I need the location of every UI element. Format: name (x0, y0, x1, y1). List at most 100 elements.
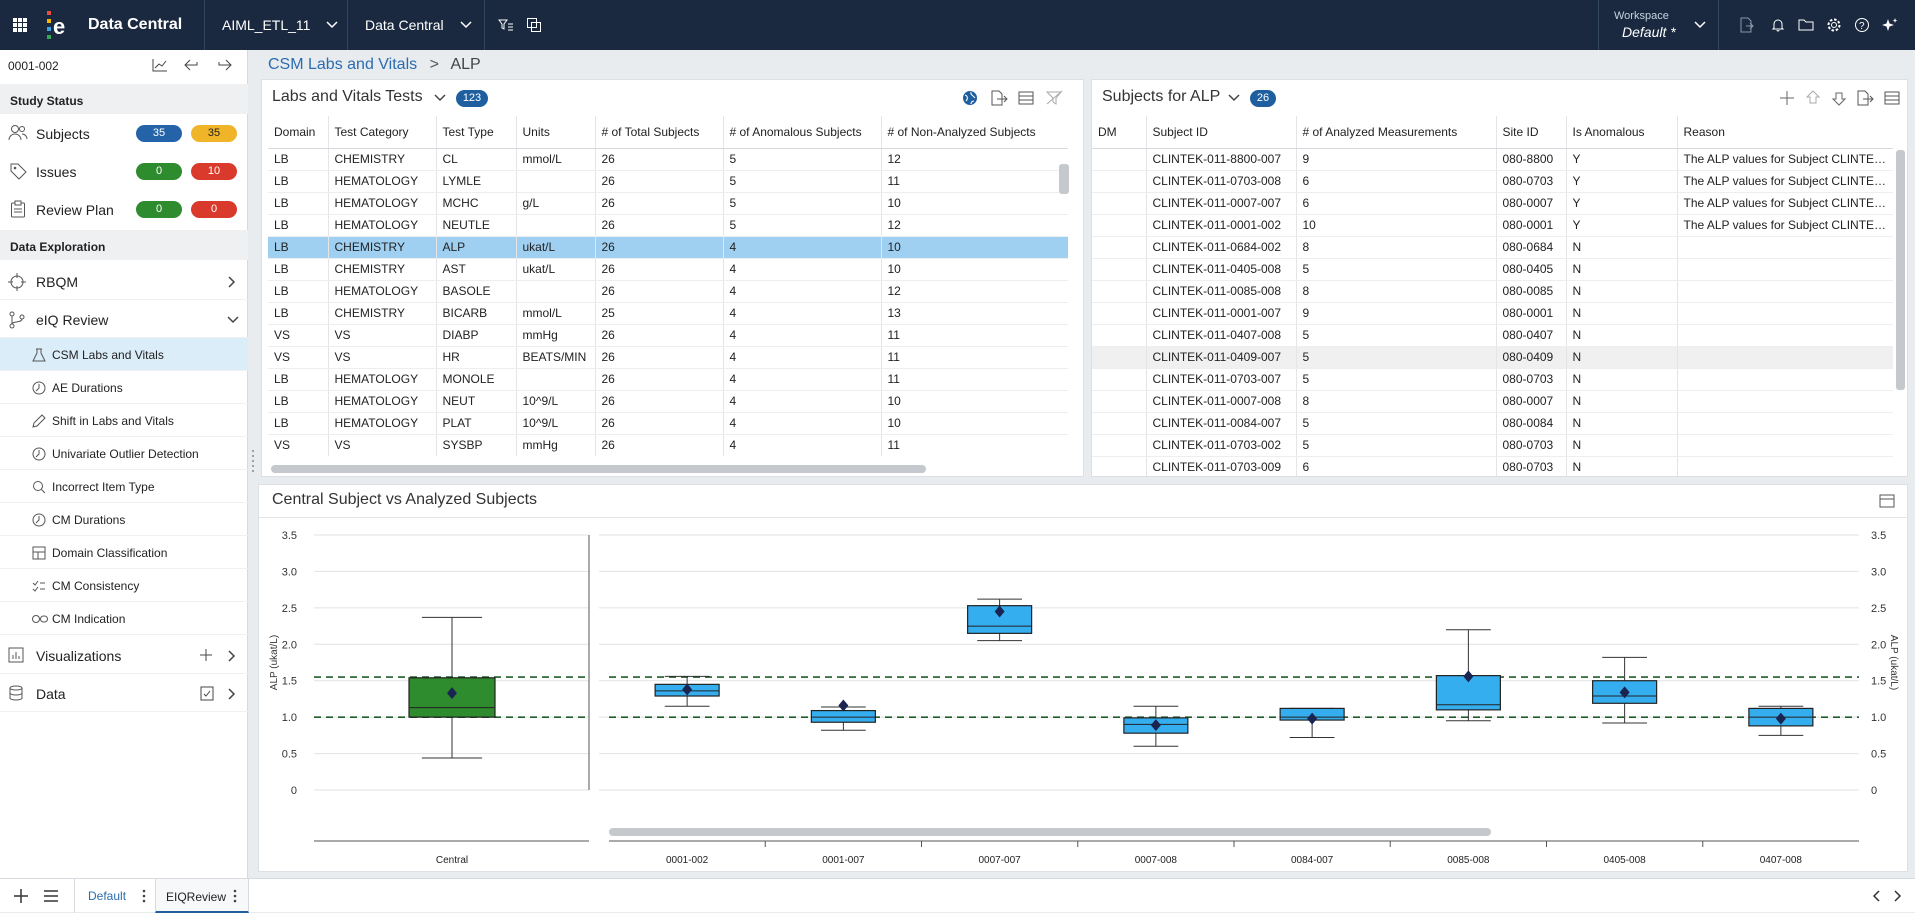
more-vertical-icon[interactable] (233, 889, 237, 903)
trend-chart-icon[interactable] (152, 58, 168, 72)
table-row[interactable]: LB HEMATOLOGY NEUTLE 26 5 12 (268, 214, 1068, 237)
chevron-down-icon[interactable] (1228, 94, 1240, 102)
table-row[interactable]: LB CHEMISTRY CL mmol/L 26 5 12 (268, 148, 1068, 171)
table-row[interactable]: LB HEMATOLOGY NEUT 10^9/L 26 4 10 (268, 390, 1068, 413)
table-row[interactable]: CLINTEK-011-0007-007 6 080-0007 Y The ALP va… (1092, 192, 1893, 215)
nav-cm-indication[interactable]: CM Indication (0, 602, 248, 635)
nav-cm-durations[interactable]: CM Durations (0, 503, 248, 536)
chevron-down-icon[interactable] (434, 94, 446, 102)
workspace-value[interactable]: Default * (1622, 24, 1676, 40)
plus-icon[interactable] (1780, 91, 1794, 105)
nav-ae-durations[interactable]: AE Durations (0, 371, 248, 404)
column-header[interactable]: Test Category (328, 116, 437, 149)
table-row[interactable]: CLINTEK-011-0085-008 8 080-0085 N (1092, 280, 1893, 303)
table-row[interactable]: CLINTEK-011-0007-008 8 080-0007 N (1092, 390, 1893, 413)
filter-off-icon[interactable] (1046, 90, 1064, 106)
table-row[interactable]: LB HEMATOLOGY BASOLE 26 4 12 (268, 280, 1068, 303)
sparkle-icon[interactable] (1880, 15, 1900, 35)
table-row[interactable]: CLINTEK-011-0703-007 5 080-0703 N (1092, 368, 1893, 391)
chart-horizontal-scrollbar[interactable] (609, 828, 1491, 836)
more-vertical-icon[interactable] (142, 889, 146, 903)
copy-windows-icon[interactable] (524, 15, 544, 35)
clipboard-check-icon[interactable] (200, 685, 214, 701)
column-header[interactable]: Site ID (1496, 116, 1567, 149)
column-header[interactable]: DM (1092, 116, 1147, 149)
chevron-down-icon[interactable] (1690, 15, 1710, 35)
tab-default[interactable]: Default (88, 879, 126, 913)
column-header[interactable]: Subject ID (1146, 116, 1297, 149)
globe-icon[interactable] (962, 90, 978, 106)
vertical-scrollbar[interactable] (1896, 150, 1905, 390)
project-selector[interactable]: AIML_ETL_11 (222, 0, 338, 50)
status-issues[interactable]: Issues 0 10 (0, 152, 248, 190)
horizontal-scrollbar[interactable] (271, 465, 926, 473)
column-header[interactable]: # of Non-Analyzed Subjects (881, 116, 1068, 149)
export-icon[interactable] (1736, 15, 1756, 35)
table-row[interactable]: CLINTEK-011-0405-008 5 080-0405 N (1092, 258, 1893, 281)
table-row[interactable]: CLINTEK-011-8800-007 9 080-8800 Y The ALP va… (1092, 148, 1893, 171)
nav-incorrect-item-type[interactable]: Incorrect Item Type (0, 470, 248, 503)
column-header[interactable]: # of Analyzed Measurements (1296, 116, 1497, 149)
table-row[interactable]: CLINTEK-011-0703-002 5 080-0703 N (1092, 434, 1893, 457)
table-row[interactable]: LB CHEMISTRY AST ukat/L 26 4 10 (268, 258, 1068, 281)
help-icon[interactable]: ? (1852, 15, 1872, 35)
folder-icon[interactable] (1796, 15, 1816, 35)
table-row[interactable]: VS VS SYSBP mmHg 26 4 11 (268, 434, 1068, 456)
table-row[interactable]: CLINTEK-011-0001-007 9 080-0001 N (1092, 302, 1893, 325)
export-icon[interactable] (1856, 90, 1874, 106)
column-header[interactable]: # of Total Subjects (595, 116, 724, 149)
chevron-left-icon[interactable] (1872, 890, 1880, 902)
gear-icon[interactable] (1824, 15, 1844, 35)
menu-icon[interactable] (44, 890, 58, 902)
breadcrumb-parent[interactable]: CSM Labs and Vitals (268, 56, 418, 73)
vertical-scrollbar[interactable] (1059, 164, 1069, 194)
nav-csm-labs-vitals[interactable]: CSM Labs and Vitals (0, 338, 248, 371)
column-header[interactable]: # of Anomalous Subjects (723, 116, 882, 149)
nav-domain-classification[interactable]: Domain Classification (0, 536, 248, 569)
chevron-right-icon[interactable] (1894, 890, 1902, 902)
nav-rbqm[interactable]: RBQM (0, 262, 248, 300)
bell-icon[interactable] (1768, 15, 1788, 35)
next-subject-icon[interactable] (216, 58, 232, 72)
nav-data[interactable]: Data (0, 674, 248, 712)
table-row[interactable]: LB CHEMISTRY ALP ukat/L 26 4 10 (268, 236, 1068, 259)
table-row[interactable]: CLINTEK-011-0084-007 5 080-0084 N (1092, 412, 1893, 435)
table-row[interactable]: CLINTEK-011-0409-007 5 080-0409 N (1092, 346, 1893, 369)
column-header[interactable]: Domain (268, 116, 329, 149)
nav-univariate-outlier[interactable]: Univariate Outlier Detection (0, 437, 248, 470)
arrow-down-icon[interactable] (1832, 90, 1846, 106)
table-row[interactable]: LB CHEMISTRY BICARB mmol/L 25 4 13 (268, 302, 1068, 325)
table-row[interactable]: LB HEMATOLOGY MCHC g/L 26 5 10 (268, 192, 1068, 215)
plus-icon[interactable] (200, 649, 212, 661)
previous-subject-icon[interactable] (184, 58, 200, 72)
table-row[interactable]: CLINTEK-011-0684-002 8 080-0684 N (1092, 236, 1893, 259)
nav-visualizations[interactable]: Visualizations (0, 636, 248, 674)
nav-shift-labs-vitals[interactable]: Shift in Labs and Vitals (0, 404, 248, 437)
app-grid-icon[interactable] (10, 15, 30, 35)
export-icon[interactable] (990, 90, 1008, 106)
column-header[interactable]: Reason (1677, 116, 1893, 149)
arrow-up-icon[interactable] (1806, 90, 1820, 106)
sidebar-resize-handle[interactable] (250, 448, 256, 478)
status-subjects[interactable]: Subjects 35 35 (0, 114, 248, 152)
table-row[interactable]: VS VS DIABP mmHg 26 4 11 (268, 324, 1068, 347)
table-row[interactable]: VS VS HR BEATS/MIN 26 4 11 (268, 346, 1068, 369)
table-row[interactable]: CLINTEK-011-0001-002 10 080-0001 Y The ALP v… (1092, 214, 1893, 237)
layout-icon[interactable] (1879, 493, 1895, 509)
filter-list-icon[interactable] (496, 15, 516, 35)
table-row[interactable]: LB HEMATOLOGY LYMLE 26 5 11 (268, 170, 1068, 193)
table-row[interactable]: CLINTEK-011-0407-008 5 080-0407 N (1092, 324, 1893, 347)
plus-icon[interactable] (14, 889, 28, 903)
layout-icon[interactable] (1018, 90, 1034, 106)
nav-eiq-review[interactable]: eIQ Review (0, 300, 248, 338)
column-header[interactable]: Is Anomalous (1566, 116, 1678, 149)
table-row[interactable]: LB HEMATOLOGY PLAT 10^9/L 26 4 10 (268, 412, 1068, 435)
table-row[interactable]: LB HEMATOLOGY MONOLE 26 4 11 (268, 368, 1068, 391)
table-row[interactable]: CLINTEK-011-0703-009 6 080-0703 N (1092, 456, 1893, 476)
column-header[interactable]: Test Type (436, 116, 517, 149)
tab-eiqreview[interactable]: EIQReview (155, 879, 249, 913)
table-row[interactable]: CLINTEK-011-0703-008 6 080-0703 Y The ALP va… (1092, 170, 1893, 193)
layout-icon[interactable] (1884, 90, 1900, 106)
module-selector[interactable]: Data Central (365, 0, 472, 50)
column-header[interactable]: Units (516, 116, 596, 149)
